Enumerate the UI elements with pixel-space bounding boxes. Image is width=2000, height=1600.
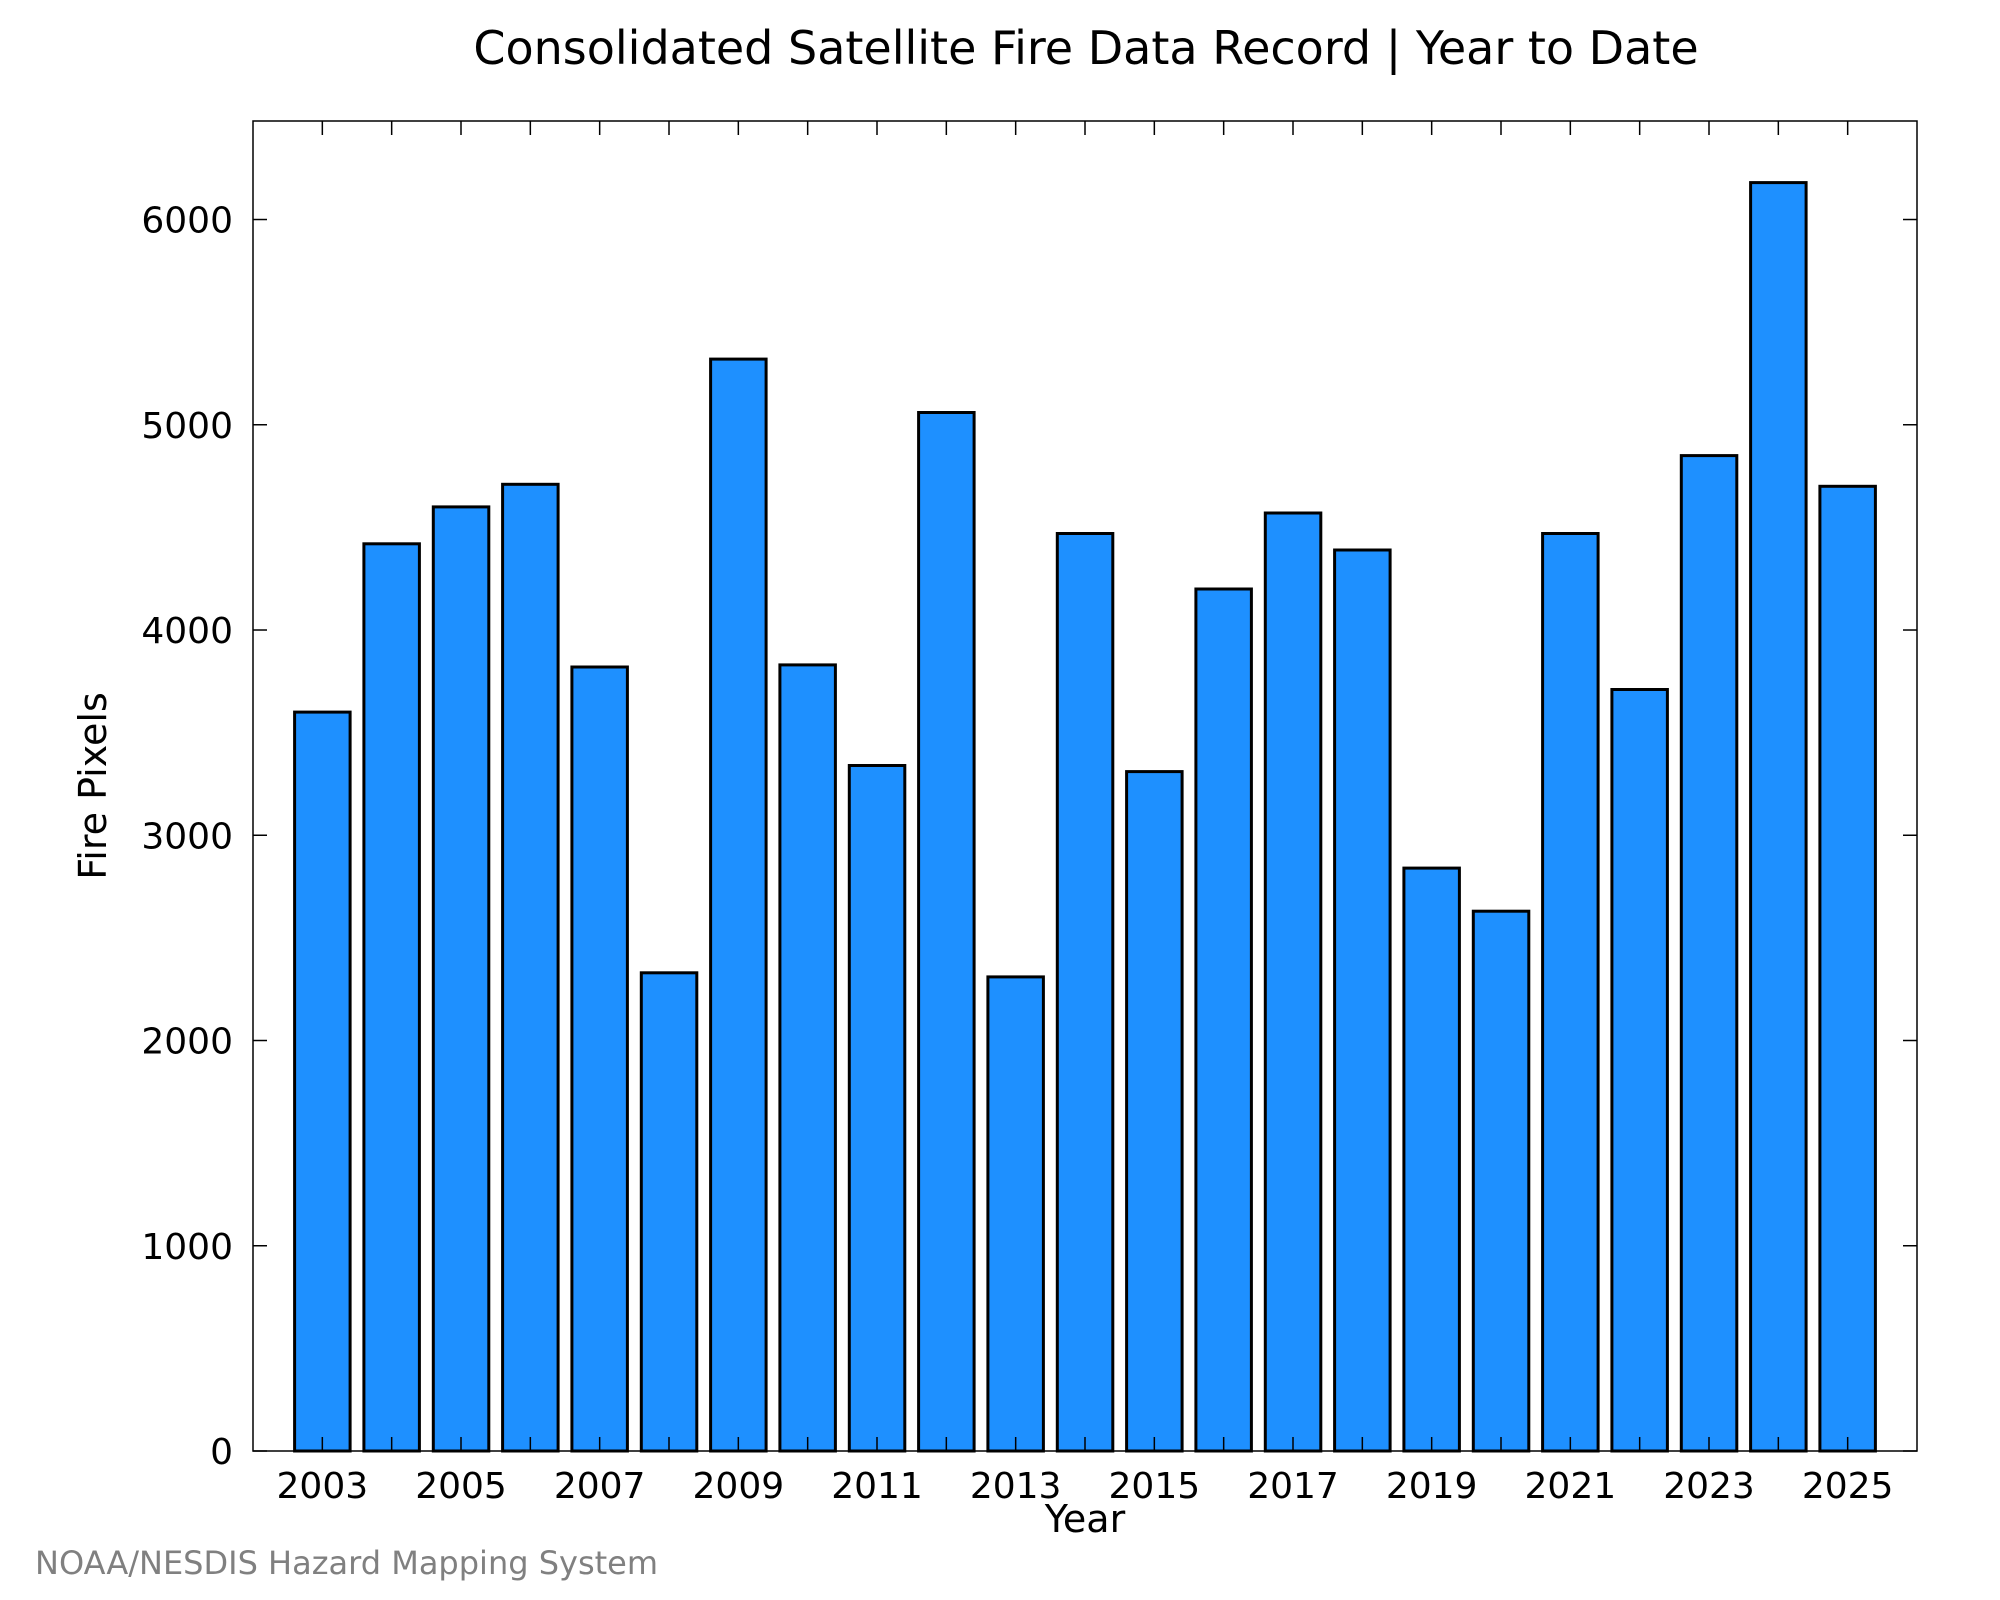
bar-2008 xyxy=(639,971,699,1453)
x-tick-label-2017: 2017 xyxy=(1247,1466,1339,1507)
y-tick-label-4000: 4000 xyxy=(141,611,233,652)
y-tick-label-3000: 3000 xyxy=(141,816,233,857)
ticks-group xyxy=(253,121,1917,1452)
x-tick-label-2005: 2005 xyxy=(415,1466,507,1507)
x-tick-label-2019: 2019 xyxy=(1386,1466,1478,1507)
x-tick-label-2023: 2023 xyxy=(1663,1466,1755,1507)
y-axis-label: Fire Pixels xyxy=(71,692,115,880)
bar-2018 xyxy=(1333,548,1392,1453)
y-tick-label-1000: 1000 xyxy=(141,1227,233,1268)
bar-2003 xyxy=(293,710,352,1453)
bar-2020 xyxy=(1471,909,1531,1453)
y-tick-label-5000: 5000 xyxy=(141,406,233,447)
x-tick-label-2009: 2009 xyxy=(693,1466,785,1507)
tick-labels-group: 0 1000 2000 3000 4000 5000 6000 2003 2005 2007 200… xyxy=(141,201,1893,1507)
plot-frame xyxy=(252,120,1918,1452)
bar-2012 xyxy=(917,411,976,1453)
bar-2004 xyxy=(362,542,421,1453)
x-tick-label-2021: 2021 xyxy=(1525,1466,1617,1507)
bar-2006 xyxy=(501,482,560,1453)
bar-2023 xyxy=(1679,454,1739,1453)
x-tick-label-2025: 2025 xyxy=(1802,1466,1894,1507)
bar-2005 xyxy=(431,505,491,1453)
bar-2022 xyxy=(1610,688,1669,1453)
bar-2014 xyxy=(1055,532,1115,1453)
bar-2015 xyxy=(1125,770,1184,1453)
x-tick-label-2015: 2015 xyxy=(1109,1466,1201,1507)
bar-2009 xyxy=(709,357,768,1453)
bar-2011 xyxy=(847,764,907,1453)
source-credit: NOAA/NESDIS Hazard Mapping System xyxy=(35,1544,658,1582)
bar-2013 xyxy=(986,975,1045,1453)
bar-2025 xyxy=(1818,484,1877,1453)
bar-2017 xyxy=(1263,511,1323,1453)
bar-2016 xyxy=(1194,587,1253,1453)
bar-2010 xyxy=(778,663,837,1453)
y-tick-label-0: 0 xyxy=(210,1432,233,1473)
x-tick-label-2013: 2013 xyxy=(970,1466,1062,1507)
bar-2021 xyxy=(1541,532,1600,1453)
bar-2007 xyxy=(570,665,629,1453)
x-axis-label: Year xyxy=(1044,1497,1126,1541)
x-tick-label-2003: 2003 xyxy=(277,1466,369,1507)
x-tick-label-2011: 2011 xyxy=(831,1466,923,1507)
bar-2019 xyxy=(1402,866,1461,1453)
bars-group xyxy=(293,181,1877,1453)
y-tick-label-2000: 2000 xyxy=(141,1022,233,1063)
chart-title: Consolidated Satellite Fire Data Record … xyxy=(473,21,1698,76)
y-tick-label-6000: 6000 xyxy=(141,201,233,242)
x-tick-label-2007: 2007 xyxy=(554,1466,646,1507)
bar-2024 xyxy=(1749,181,1808,1453)
